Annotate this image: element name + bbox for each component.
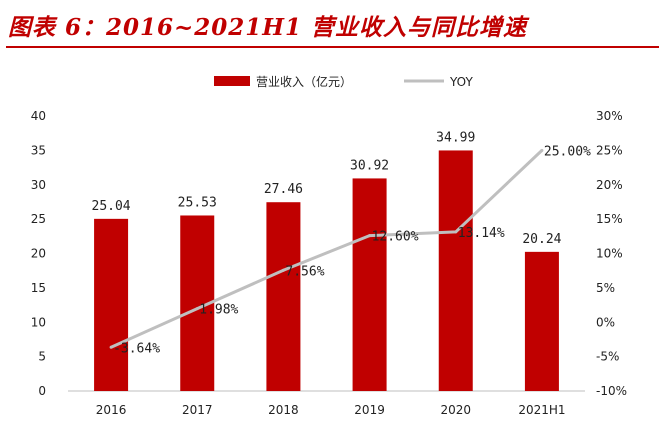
y-right-tick-label: 30% xyxy=(596,109,623,123)
y-right-tick-label: 0% xyxy=(596,315,615,329)
legend-swatch-revenue xyxy=(214,76,250,86)
y-right-tick-label: 10% xyxy=(596,247,623,261)
y-right-tick-label: 15% xyxy=(596,212,623,226)
y-right-tick-label: -5% xyxy=(596,350,619,364)
y-left-tick-label: 40 xyxy=(31,109,46,123)
revenue-bar xyxy=(524,251,559,391)
x-tick-label: 2018 xyxy=(268,403,299,417)
y-left-tick-label: 10 xyxy=(31,315,46,329)
x-tick-label: 2021H1 xyxy=(518,403,565,417)
y-right-tick-label: 5% xyxy=(596,281,615,295)
bar-value-label: 30.92 xyxy=(350,158,389,173)
bar-value-label: 20.24 xyxy=(522,232,561,247)
bar-value-label: 25.53 xyxy=(178,195,217,210)
yoy-point xyxy=(540,148,544,152)
y-left-tick-label: 35 xyxy=(31,143,46,157)
y-left-tick-label: 0 xyxy=(38,384,46,398)
yoy-point xyxy=(454,230,458,234)
bar-value-label: 27.46 xyxy=(264,182,303,197)
revenue-bar xyxy=(94,218,129,391)
yoy-line xyxy=(110,149,543,349)
yoy-value-label: 1.98% xyxy=(199,303,238,318)
x-tick-label: 2016 xyxy=(96,403,127,417)
yoy-line-series xyxy=(109,148,544,349)
y-left-tick-label: 15 xyxy=(31,281,46,295)
legend-label-revenue: 营业收入（亿元） xyxy=(256,74,352,89)
revenue-bar xyxy=(266,202,301,391)
revenue-bar xyxy=(438,150,473,391)
figure-title: 图表 6：2016~2021H1 营业收入与同比增速 xyxy=(8,14,528,41)
yoy-value-label: 7.56% xyxy=(285,264,324,279)
figure-header: 图表 6：2016~2021H1 营业收入与同比增速 xyxy=(0,0,663,48)
data-labels: 25.04 25.53 27.46 30.92 34.99 20.24 -3.64% 1.98… xyxy=(92,130,592,356)
yoy-point xyxy=(281,268,285,272)
y-left-tick-label: 20 xyxy=(31,247,46,261)
bar-value-label: 25.04 xyxy=(92,199,131,214)
chart-legend: 营业收入（亿元） YOY xyxy=(214,74,473,89)
y-right-tick-label: 25% xyxy=(596,143,623,157)
y-left-tick-label: 30 xyxy=(31,178,46,192)
legend-label-yoy: YOY xyxy=(449,75,473,89)
x-tick-label: 2020 xyxy=(440,403,471,417)
yoy-value-label: 25.00% xyxy=(544,144,591,159)
title-divider xyxy=(6,46,659,48)
revenue-bars xyxy=(94,150,559,391)
y-left-tick-label: 25 xyxy=(31,212,46,226)
bar-value-label: 34.99 xyxy=(436,130,475,145)
yoy-point xyxy=(368,234,372,238)
yoy-value-label: 13.14% xyxy=(458,226,505,241)
y-right-tick-label: -10% xyxy=(596,384,627,398)
y-left-tick-label: 5 xyxy=(38,350,46,364)
revenue-bar xyxy=(352,178,387,391)
chart-axes: 0 5 10 15 20 25 30 35 40 -10% -5% 0% 5% 10% 15% 20% 25% 3… xyxy=(31,109,627,417)
x-tick-label: 2017 xyxy=(182,403,213,417)
yoy-point xyxy=(109,345,113,349)
y-right-tick-label: 20% xyxy=(596,178,623,192)
x-tick-label: 2019 xyxy=(354,403,385,417)
yoy-value-label: -3.64% xyxy=(113,341,160,356)
yoy-point xyxy=(195,307,199,311)
yoy-value-label: 12.60% xyxy=(372,230,419,245)
